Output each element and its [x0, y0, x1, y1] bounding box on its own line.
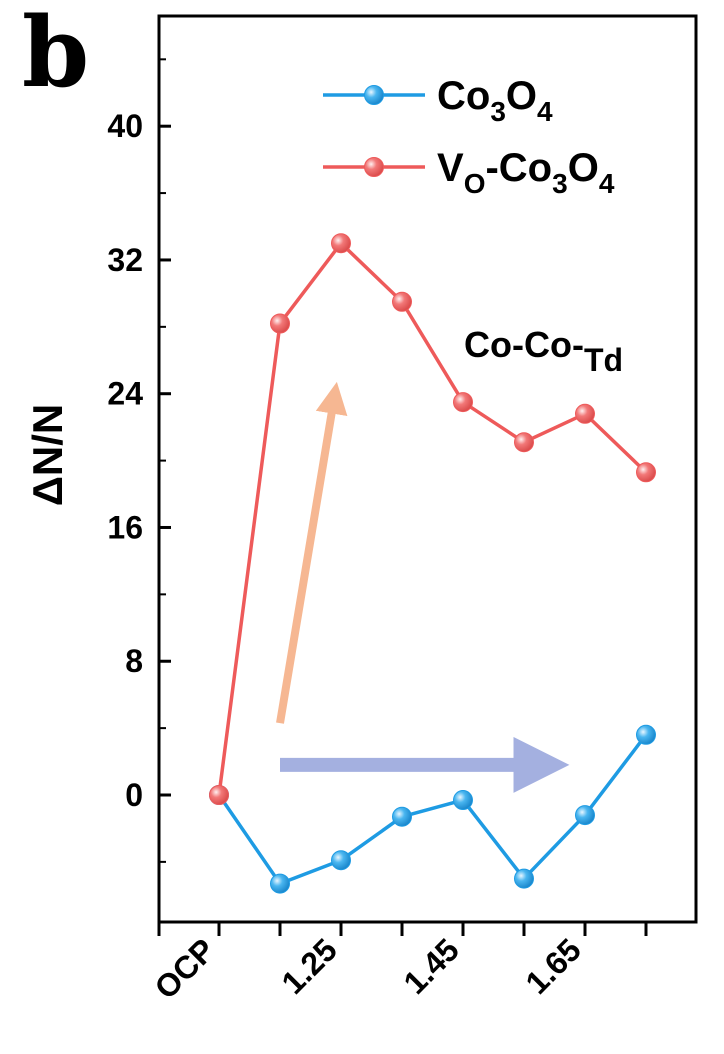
legend-label: VO-Co3O4 — [437, 146, 615, 199]
data-point — [575, 403, 595, 424]
annotation-main: Co-Co- — [464, 324, 584, 365]
x-tick-label: OCP — [147, 931, 221, 1005]
data-point — [270, 313, 290, 334]
data-point — [331, 233, 351, 254]
data-point — [209, 785, 229, 805]
y-tick-label: 16 — [107, 509, 143, 545]
legend: Co3O4 VO-Co3O4 — [323, 74, 615, 199]
plot-axes: 0 8 16 24 32 40 OCP 1.25 1.45 1.65 — [107, 14, 698, 1006]
data-point — [636, 462, 656, 483]
data-point — [514, 868, 534, 889]
y-tick-label: 0 — [125, 777, 143, 813]
y-tick-label: 40 — [107, 108, 143, 144]
series-line — [217, 733, 648, 886]
data-point — [270, 873, 290, 894]
y-tick-label: 24 — [107, 376, 143, 412]
x-tick-label: 1.45 — [396, 931, 465, 1000]
annotation-sub: Td — [584, 342, 623, 378]
x-tick-label: 1.25 — [274, 931, 343, 1000]
y-tick-label: 8 — [125, 643, 143, 679]
legend-marker — [364, 157, 384, 177]
plot-frame — [157, 14, 698, 924]
data-point — [453, 790, 473, 811]
data-point — [636, 724, 656, 745]
x-tick-label: 1.65 — [518, 931, 587, 1000]
legend-label: Co3O4 — [437, 74, 553, 127]
annotation-label: Co-Co-Td — [464, 324, 623, 378]
data-point — [392, 806, 412, 827]
y-tick-label: 32 — [107, 242, 143, 278]
data-series — [209, 233, 656, 894]
panel-label: b — [22, 0, 89, 109]
series-co3o4 — [209, 724, 656, 894]
trend-arrows — [276, 381, 570, 793]
series-vo-co3o4 — [209, 233, 656, 805]
orange-trend-arrow — [276, 381, 348, 724]
legend-marker — [364, 85, 384, 105]
data-point — [453, 392, 473, 413]
data-point — [331, 850, 351, 871]
data-point — [575, 805, 595, 826]
data-point — [392, 291, 412, 312]
y-axis-title: ΔN/N — [24, 404, 71, 507]
series-line — [217, 241, 648, 796]
data-point — [514, 432, 534, 453]
